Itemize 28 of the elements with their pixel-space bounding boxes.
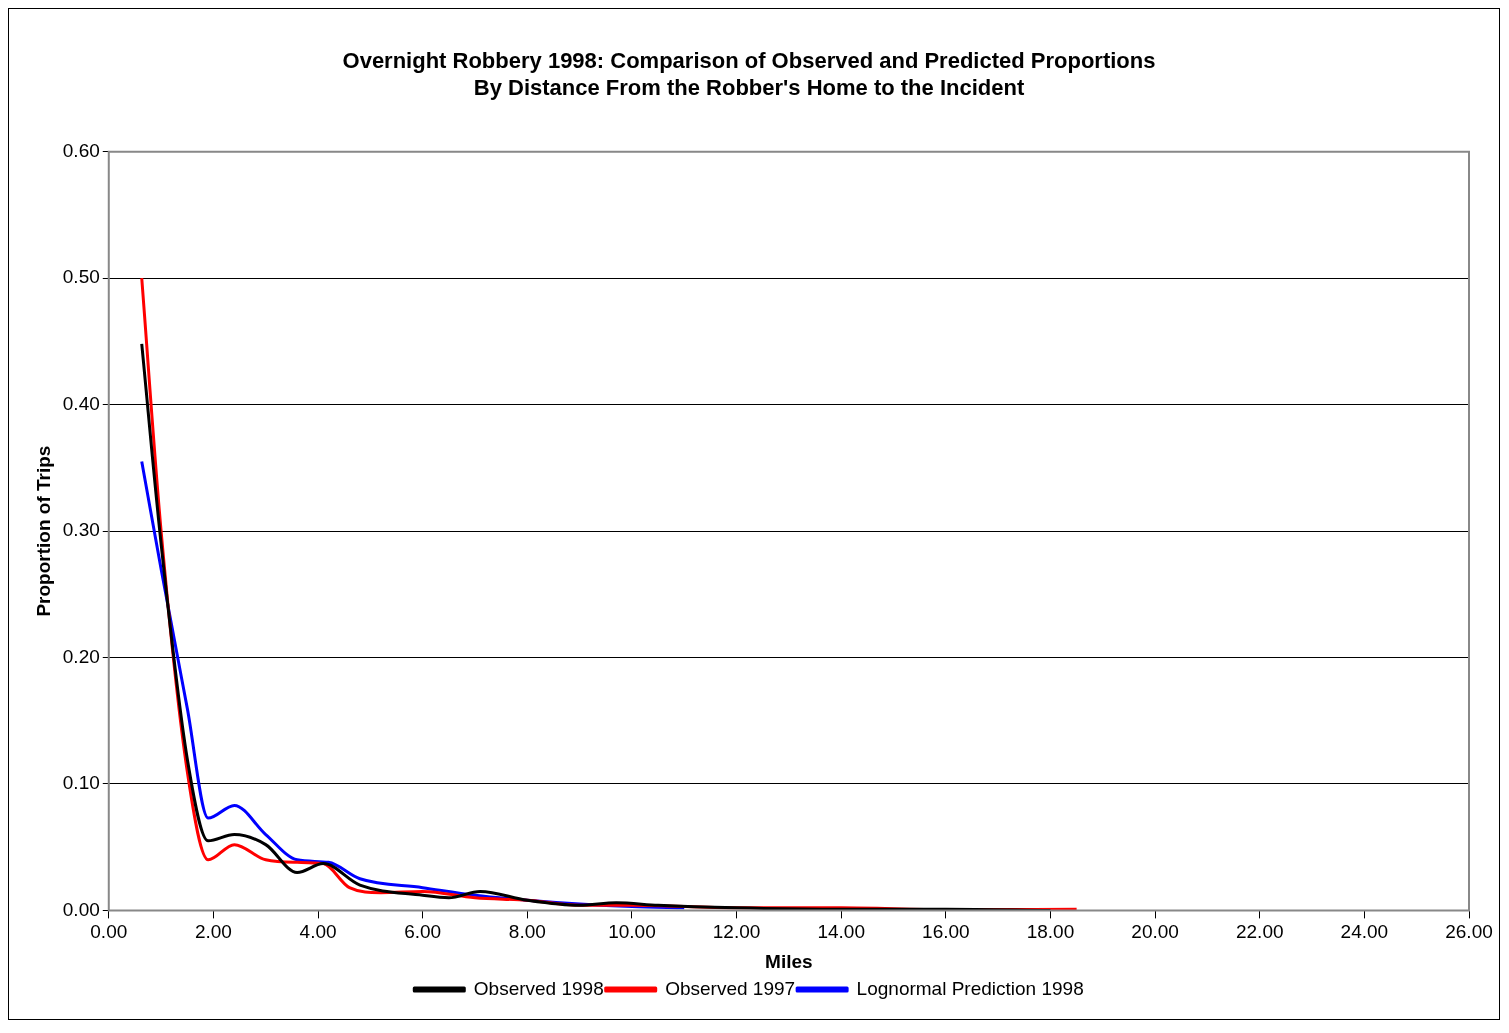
- legend-label: Lognormal Prediction 1998: [856, 977, 1084, 999]
- x-tick-label: 8.00: [508, 921, 546, 943]
- x-tick-label: 22.00: [1235, 921, 1284, 943]
- y-axis-title: Proportion of Trips: [32, 445, 54, 617]
- x-tick-label: 16.00: [922, 921, 970, 943]
- chart-subtitle: By Distance From the Robber's Home to the Incident: [473, 74, 1025, 100]
- y-tick-label: 0.60: [62, 140, 100, 162]
- x-tick-label: 14.00: [817, 921, 865, 943]
- x-tick-label: 6.00: [404, 921, 442, 943]
- chart-title: Overnight Robbery 1998: Comparison of Observed and Predicted Proportions: [342, 48, 1156, 74]
- x-tick-label: 20.00: [1131, 921, 1179, 943]
- y-tick-label: 0.20: [62, 645, 100, 667]
- y-tick-label: 0.00: [62, 898, 100, 920]
- x-tick-label: 24.00: [1340, 921, 1389, 943]
- legend-label: Observed 1997: [665, 977, 796, 999]
- x-tick-label: 10.00: [608, 921, 656, 943]
- y-tick-label: 0.50: [62, 266, 100, 288]
- y-tick-label: 0.30: [62, 519, 100, 541]
- x-tick-label: 2.00: [194, 921, 232, 943]
- x-tick-label: 12.00: [712, 921, 761, 943]
- x-axis-title: Miles: [765, 950, 813, 972]
- y-tick-label: 0.40: [62, 392, 100, 414]
- x-tick-label: 18.00: [1026, 921, 1075, 943]
- x-tick-label: 0.00: [90, 921, 128, 943]
- x-tick-label: 4.00: [299, 921, 337, 943]
- y-tick-label: 0.10: [62, 772, 100, 794]
- legend-label: Observed 1998: [473, 977, 604, 999]
- x-tick-label: 26.00: [1445, 921, 1493, 943]
